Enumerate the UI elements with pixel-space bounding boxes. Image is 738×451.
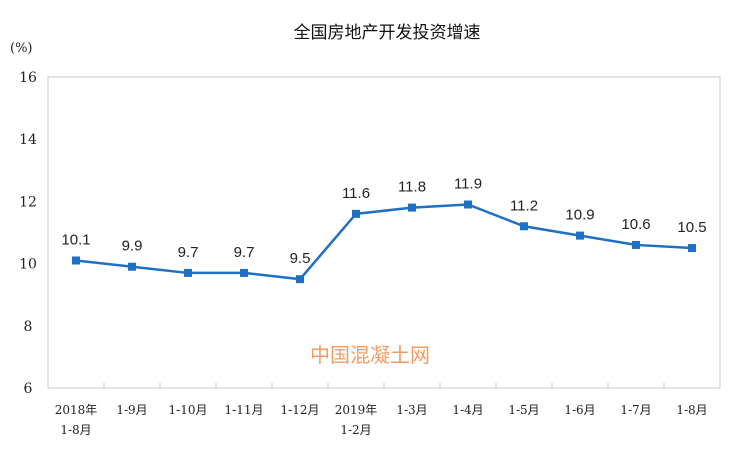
y-tick-label: 16: [19, 70, 37, 86]
y-tick-label: 6: [24, 381, 33, 397]
x-tick-label: 1-12月: [281, 403, 320, 417]
data-label: 11.2: [510, 197, 538, 214]
data-point: [688, 244, 696, 253]
data-label: 9.7: [234, 244, 255, 261]
y-tick-label: 8: [24, 319, 33, 335]
data-label: 11.6: [342, 185, 370, 202]
watermark: 中国混凝土网: [310, 343, 430, 367]
x-tick-label: 1-6月: [564, 403, 595, 417]
x-tick-label: 1-11月: [225, 403, 264, 417]
plot-area: [47, 76, 721, 389]
data-label: 11.8: [398, 179, 426, 196]
data-point: [352, 209, 360, 218]
x-tick-label: 1-5月: [508, 403, 539, 417]
data-label: 9.5: [290, 250, 311, 267]
data-point: [632, 240, 640, 249]
x-tick-label: 1-3月: [396, 403, 427, 417]
data-label: 10.9: [565, 207, 594, 224]
data-point: [464, 200, 472, 209]
series-line: [75, 203, 693, 281]
x-tick-label: 2019年: [335, 403, 378, 417]
data-point: [184, 268, 192, 277]
chart-title: 全国房地产开发投资增速: [294, 23, 481, 43]
data-label: 11.9: [454, 176, 482, 193]
y-tick-label: 14: [19, 132, 37, 148]
x-tick-label: 1-9月: [116, 403, 147, 417]
x-tick-label: 1-4月: [452, 403, 483, 417]
x-tick-label: 1-7月: [620, 403, 651, 417]
y-tick-label: 10: [19, 257, 37, 273]
data-label: 10.5: [677, 219, 706, 236]
data-point: [128, 262, 136, 271]
data-point: [72, 256, 80, 265]
data-label: 10.6: [621, 216, 650, 233]
data-label: 9.9: [122, 238, 143, 255]
y-tick-label: 12: [19, 194, 37, 210]
data-label: 10.1: [61, 231, 90, 248]
data-point: [520, 222, 528, 231]
data-point: [576, 231, 584, 240]
x-tick-label: 1-2月: [340, 423, 371, 437]
y-axis-label: (%): [10, 41, 33, 56]
data-label: 9.7: [178, 244, 199, 261]
data-point: [296, 275, 304, 284]
x-tick-label: 2018年: [55, 403, 98, 417]
x-tick-label: 1-8月: [60, 423, 91, 437]
data-point: [240, 268, 248, 277]
x-tick-label: 1-10月: [169, 403, 208, 417]
data-point: [408, 203, 416, 212]
x-tick-label: 1-8月: [676, 403, 707, 417]
